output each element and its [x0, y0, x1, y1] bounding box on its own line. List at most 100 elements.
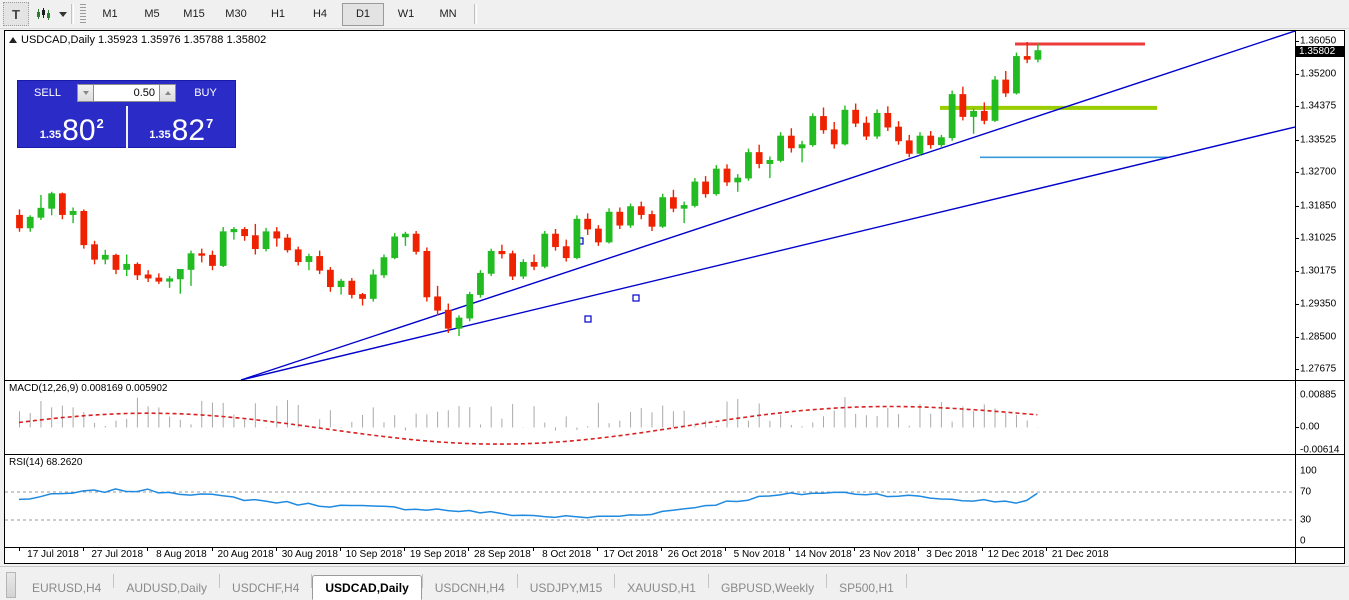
chart-tab-usdchf-h4[interactable]: USDCHF,H4	[232, 581, 300, 595]
date-tick-mark	[211, 548, 213, 551]
price-tick-mark	[1296, 74, 1299, 76]
sell-button[interactable]: SELL	[34, 87, 61, 99]
macd-pane[interactable]: MACD(12,26,9) 0.008169 0.005902 0.00885 0…	[5, 381, 1344, 456]
chart-tab-xauusd-h1[interactable]: XAUUSD,H1	[627, 581, 696, 595]
price-tick-mark	[1296, 106, 1299, 108]
date-tick-label: 30 Aug 2018	[281, 549, 338, 560]
chart-tab-sp500-h1[interactable]: SP500,H1	[839, 581, 894, 595]
date-tick-mark	[532, 548, 534, 551]
rsi-label: RSI(14) 68.2620	[9, 457, 83, 468]
date-tick-mark	[725, 548, 727, 551]
timeframe-m1[interactable]: M1	[102, 8, 118, 20]
price-tick-label: 1.36050	[1300, 35, 1337, 47]
rsi-pane[interactable]: RSI(14) 68.2620 100 70 30 0	[5, 455, 1344, 547]
volume-stepper[interactable]: 0.50	[77, 84, 176, 102]
price-scale[interactable]: 1.36050 1.35200 1.34375 1.33525 1.32700 1.318…	[1295, 31, 1344, 380]
tab-divider	[614, 574, 616, 588]
candlestick-chart-icon[interactable]	[32, 3, 56, 25]
one-click-trading-panel[interactable]: SELL 0.50 BUY 1.35 80 2 1.35 82 7	[17, 80, 236, 148]
collapse-triangle-icon[interactable]	[9, 37, 17, 43]
one-click-trading-prices: 1.35 80 2 1.35 82 7	[18, 106, 235, 148]
date-tick-mark	[661, 548, 662, 551]
price-tick-label: 1.31025	[1300, 232, 1337, 244]
tab-divider-end	[905, 574, 907, 588]
price-tick-label: 1.30175	[1300, 265, 1337, 277]
buy-price[interactable]: 1.35 82 7	[125, 106, 236, 148]
price-tick-label: 1.33525	[1300, 134, 1337, 146]
timeframe-m15[interactable]: M15	[183, 8, 205, 20]
date-tick-label: 12 Dec 2018	[987, 549, 1045, 560]
toolbar-separator	[71, 4, 74, 24]
tab-divider	[113, 574, 115, 588]
chevron-down-icon[interactable]	[59, 11, 67, 17]
date-tick-mark	[83, 548, 85, 551]
date-tick-label: 28 Sep 2018	[474, 549, 531, 560]
date-tick-label: 5 Nov 2018	[733, 549, 785, 560]
chart-tab-eurusd-h4[interactable]: EURUSD,H4	[32, 581, 102, 595]
timeframe-m30[interactable]: M30	[225, 8, 247, 20]
buy-button[interactable]: BUY	[194, 87, 217, 99]
macd-scale: 0.00885 0.00 -0.00614	[1295, 381, 1344, 456]
chart-tab-usdcad-daily[interactable]: USDCAD,Daily	[312, 575, 422, 600]
volume-decrement-button[interactable]	[77, 84, 94, 102]
chart-header: USDCAD,Daily 1.35923 1.35976 1.35788 1.3…	[9, 34, 266, 46]
toolbar-grip[interactable]	[80, 4, 86, 24]
date-tick-label: 23 Nov 2018	[859, 549, 916, 560]
chart-tab-gbpusd-weekly[interactable]: GBPUSD,Weekly	[720, 581, 815, 595]
buy-price-prefix: 1.35	[149, 129, 171, 141]
price-tick-label: 1.27675	[1300, 363, 1337, 375]
date-tick-label: 8 Oct 2018	[542, 549, 592, 560]
date-tick-mark	[596, 548, 598, 551]
date-tick-mark	[147, 548, 149, 551]
date-tick-mark	[275, 548, 277, 551]
rsi-plot-area	[5, 455, 1295, 547]
chart-tab-audusd-daily[interactable]: AUDUSD,Daily	[126, 581, 208, 595]
price-tick-mark	[1296, 237, 1299, 239]
timeframe-w1[interactable]: W1	[397, 8, 415, 20]
date-axis[interactable]: 17 Jul 2018 27 Jul 2018 8 Aug 2018 20 Aug 2…	[5, 548, 1295, 564]
price-tick-label: 1.28500	[1300, 331, 1337, 343]
timeframe-h4[interactable]: H4	[312, 8, 328, 20]
date-tick-mark	[789, 548, 791, 551]
tab-divider	[421, 574, 423, 588]
sell-price-prefix: 1.35	[39, 129, 62, 141]
volume-input[interactable]: 0.50	[94, 84, 159, 102]
date-tick-label: 17 Jul 2018	[27, 549, 79, 560]
chart-tab-usdjpy-m15[interactable]: USDJPY,M15	[529, 581, 603, 595]
price-tick-mark	[1296, 205, 1299, 207]
toolbar-separator-2	[474, 4, 477, 24]
timeframe-mn[interactable]: MN	[439, 8, 457, 20]
date-tick-mark	[19, 548, 20, 551]
timeframe-d1[interactable]: D1	[342, 2, 384, 26]
chart-tab-usdcnh-h4[interactable]: USDCNH,H4	[434, 581, 505, 595]
sell-price-fraction: 2	[96, 116, 104, 131]
timeframe-h1[interactable]: H1	[270, 8, 286, 20]
date-tick-mark	[468, 548, 470, 551]
date-tick-mark	[853, 548, 855, 551]
chart-window[interactable]: USDCAD,Daily 1.35923 1.35976 1.35788 1.3…	[4, 30, 1345, 564]
macd-tick-label: 0.00885	[1300, 389, 1337, 401]
main-toolbar: T M1 M5 M15 M30 H1 H4 D1 W1 MN	[0, 0, 1349, 29]
date-tick-label: 14 Nov 2018	[795, 549, 852, 560]
chevron-down-icon	[82, 91, 89, 95]
tab-divider	[826, 574, 828, 588]
price-plot-area[interactable]	[5, 31, 1295, 380]
sell-price[interactable]: 1.35 80 2	[18, 106, 126, 148]
macd-label: MACD(12,26,9) 0.008169 0.005902	[9, 383, 168, 394]
buy-price-big: 82	[171, 114, 206, 147]
price-tick-mark	[1296, 172, 1299, 174]
tab-divider	[311, 574, 313, 588]
text-tool-icon[interactable]: T	[3, 2, 29, 26]
chevron-up-icon	[164, 91, 171, 95]
date-tick-mark	[340, 548, 341, 551]
date-tick-label: 20 Aug 2018	[217, 549, 274, 560]
macd-tick-label: 0.00	[1300, 421, 1320, 433]
price-tick-mark	[1296, 40, 1299, 42]
date-tick-mark	[982, 548, 983, 551]
volume-increment-button[interactable]	[159, 84, 176, 102]
tab-scroll-handle[interactable]	[6, 572, 16, 598]
timeframe-m5[interactable]: M5	[144, 8, 160, 20]
chart-header-text: USDCAD,Daily 1.35923 1.35976 1.35788 1.3…	[21, 34, 267, 46]
date-tick-mark	[1046, 548, 1048, 551]
rsi-chart	[5, 488, 1295, 521]
